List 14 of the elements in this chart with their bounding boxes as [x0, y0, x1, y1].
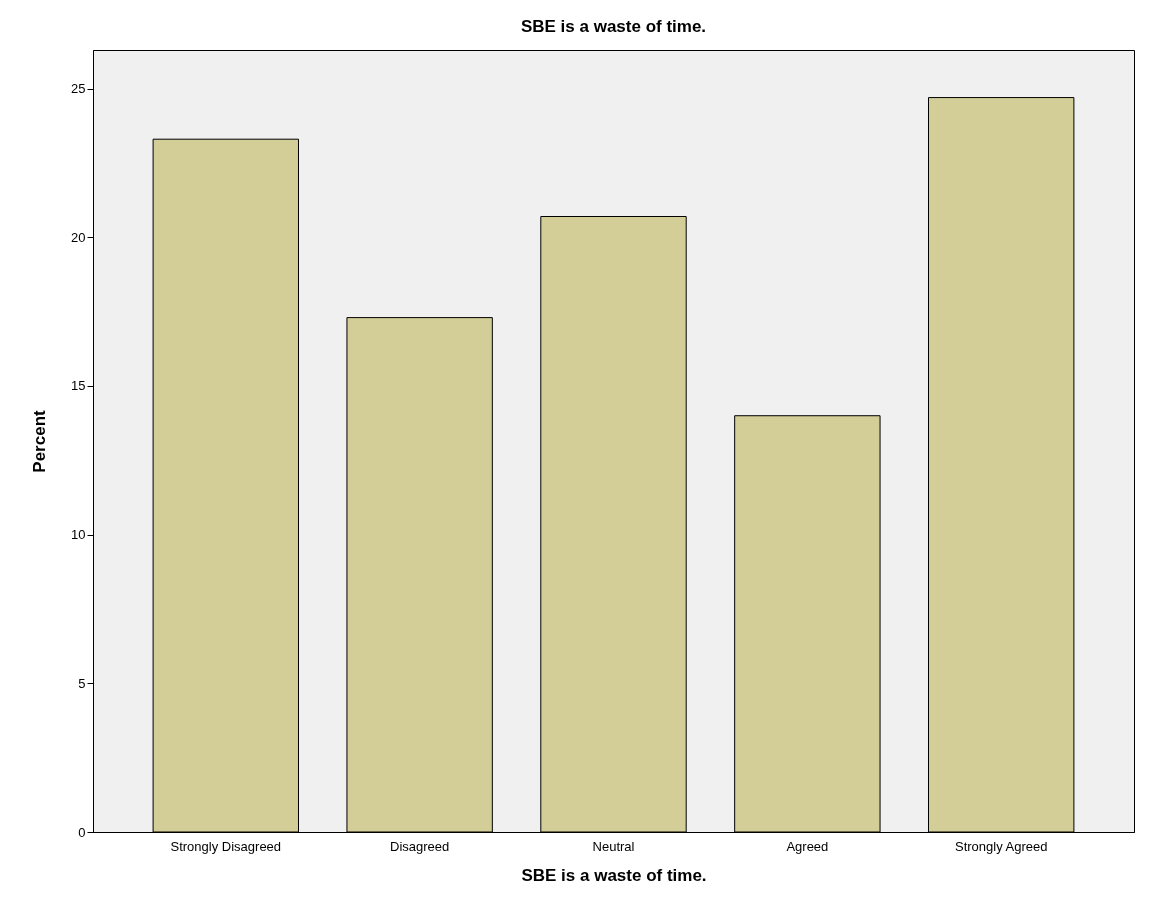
y-tick-label: 15 [71, 378, 86, 394]
x-axis-title: SBE is a waste of time. [521, 865, 707, 885]
y-tick-label: 25 [71, 81, 86, 97]
x-tick-label: Disagreed [390, 838, 450, 854]
y-tick-label: 0 [78, 824, 86, 840]
x-tick-label: Agreed [786, 838, 829, 854]
y-axis-title: Percent [30, 409, 50, 473]
y-tick-label: 20 [71, 229, 86, 245]
x-tick-label: Neutral [592, 838, 635, 854]
y-tick-label: 5 [78, 675, 86, 691]
x-tick-label: Strongly Disagreed [170, 838, 282, 854]
y-tick-label: 10 [71, 527, 86, 543]
x-tick-label: Strongly Agreed [954, 838, 1048, 854]
chart-title: SBE is a waste of time. [520, 17, 707, 36]
